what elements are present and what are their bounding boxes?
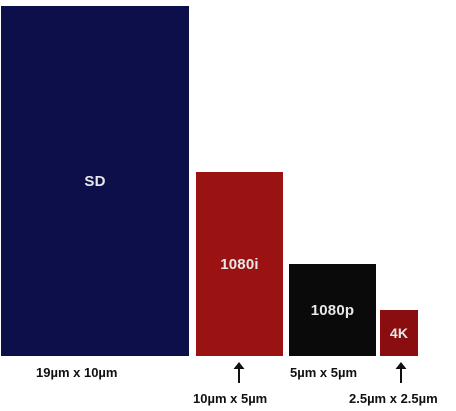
up-arrow-icon — [394, 362, 408, 383]
size-caption: 10µm x 5µm — [193, 391, 268, 406]
bar-1080p: 1080p — [289, 264, 376, 356]
bar-sd: SD — [1, 6, 189, 356]
size-caption: 2.5µm x 2.5µm — [349, 391, 438, 406]
bar-1080i: 1080i — [196, 172, 283, 356]
bar-label: 1080i — [220, 255, 259, 273]
bar-label: 4K — [389, 325, 409, 341]
bar-4k: 4K — [380, 310, 418, 356]
bar-label: 1080p — [310, 301, 355, 319]
bar-label: SD — [84, 172, 106, 190]
size-caption: 19µm x 10µm — [36, 365, 118, 380]
size-caption: 5µm x 5µm — [290, 365, 358, 380]
up-arrow-icon — [232, 362, 246, 383]
